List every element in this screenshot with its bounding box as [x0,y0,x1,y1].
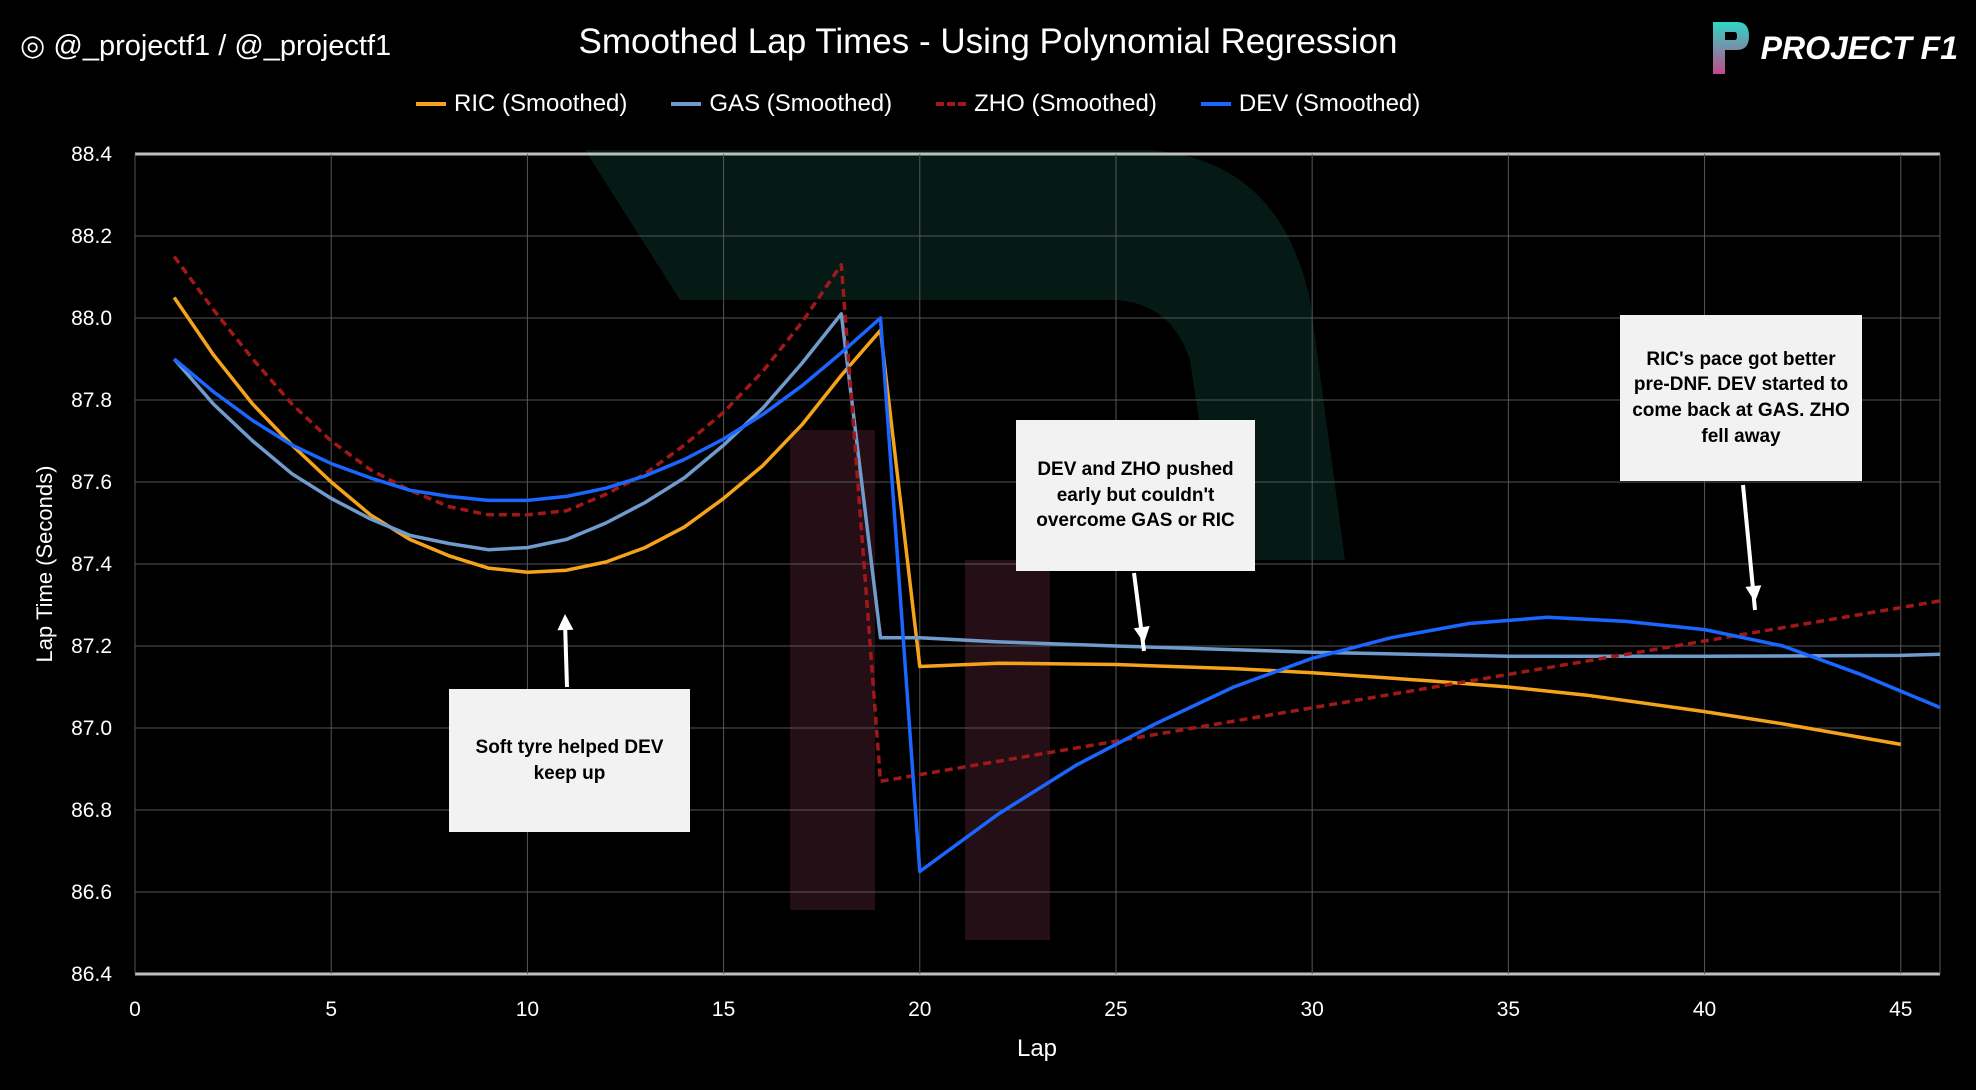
series-line-dev [173,316,1941,874]
grid [134,152,1941,976]
y-tick-label: 86.6 [71,881,112,904]
y-tick-label: 87.6 [71,471,112,494]
x-tick-label: 10 [516,998,539,1021]
legend-swatch [1200,102,1231,106]
social-handle: ◎ @_projectf1 / @_projectf1 [20,28,391,63]
legend-swatch [671,102,702,106]
y-tick-label: 88.0 [71,307,112,330]
x-tick-label: 35 [1497,998,1520,1021]
legend-label: DEV (Smoothed) [1238,90,1421,117]
legend-label: RIC (Smoothed) [454,90,628,117]
legend-item: ZHO (Smoothed) [936,90,1157,118]
annotation-arrows [557,484,1762,688]
x-tick-label: 0 [129,998,141,1021]
legend-label: GAS (Smoothed) [709,90,893,117]
y-tick-label: 88.4 [71,143,112,166]
annotation-ric-pace: RIC's pace got better pre-DNF. DEV start… [1620,315,1862,481]
handle-text: @_projectf1 / @_projectf1 [53,30,392,62]
x-axis-label: Lap [1017,1035,1057,1062]
legend-item: GAS (Smoothed) [671,90,892,118]
x-tick-label: 30 [1300,998,1323,1021]
x-tick-label: 5 [325,998,337,1021]
x-tick-label: 45 [1889,998,1912,1021]
legend-item: RIC (Smoothed) [416,90,627,118]
series-line-gas [172,312,1941,659]
legend: RIC (Smoothed) GAS (Smoothed) ZHO (Smoothe… [416,90,1420,118]
arrow-head-icon [557,614,574,631]
series-lines [172,255,1941,874]
chart-title: Smoothed Lap Times - Using Polynomial Re… [578,22,1398,61]
annotation-arrow [563,621,569,688]
logo: PROJECT F1 [1709,18,1958,78]
logo-text: PROJECT F1 [1760,29,1958,66]
y-tick-label: 87.2 [71,635,112,658]
y-tick-label: 87.4 [71,553,112,576]
series-line-zho [172,255,1941,784]
legend-label: ZHO (Smoothed) [974,90,1157,117]
legend-swatch [936,102,967,106]
project-f1-logo-icon [1712,22,1749,74]
annotation-soft-tyre: Soft tyre helped DEV keep up [449,689,690,832]
series-line-ric [172,296,1902,747]
legend-swatch [416,102,446,106]
x-tick-label: 25 [1104,998,1127,1021]
x-tick-label: 15 [712,998,735,1021]
annotation-dev-zho-pushed: DEV and ZHO pushed early but couldn't ov… [1016,420,1255,571]
y-tick-label: 86.8 [71,799,112,822]
y-tick-label: 86.4 [71,963,112,986]
legend-item: DEV (Smoothed) [1200,90,1421,118]
axes: 86.4 86.6 86.8 87.0 87.2 87.4 87.6 87.8 88.0 88.2… [71,143,1912,1021]
y-tick-label: 87.8 [71,389,112,412]
x-tick-label: 40 [1693,998,1716,1021]
arrow-head-icon [1133,626,1150,643]
y-axis-label: Lap Time (Seconds) [32,466,57,663]
y-tick-label: 87.0 [71,717,112,740]
y-tick-label: 88.2 [71,225,112,248]
watermark [585,150,1345,940]
arrow-head-icon [1745,585,1762,602]
instagram-icon: ◎ [20,30,46,62]
x-tick-label: 20 [908,998,931,1021]
